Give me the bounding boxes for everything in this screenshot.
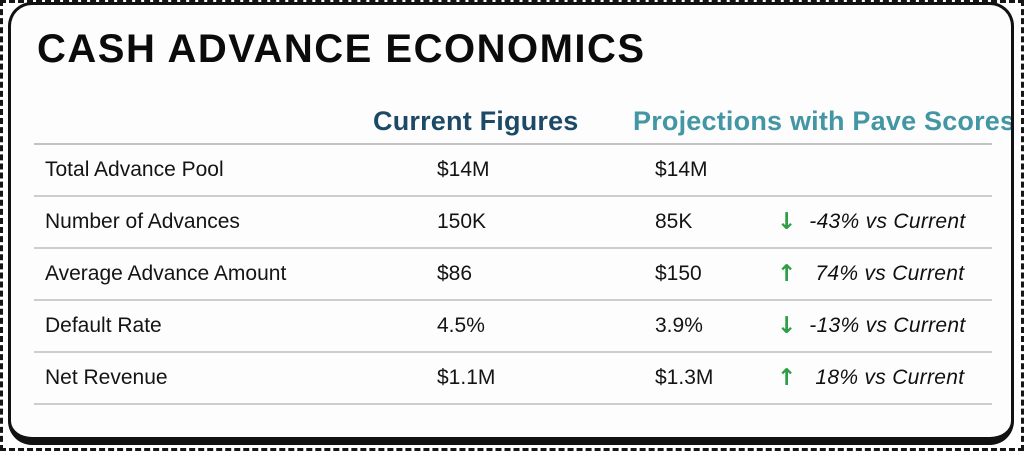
current-value: 150K — [437, 210, 487, 233]
arrow-down-icon: ↓ — [777, 312, 797, 339]
current-value: 4.5% — [437, 314, 485, 337]
column-header-projections: Projections with Pave Scores — [633, 106, 1014, 136]
table-row: Default Rate 4.5% 3.9% ↓ -13% vs Current — [34, 301, 992, 353]
table-row: Total Advance Pool $14M $14M — [34, 145, 992, 197]
table-row: Number of Advances 150K 85K ↓ -43% vs Cu… — [34, 197, 992, 249]
arrow-up-icon: ↑ — [777, 260, 797, 287]
change-text: 18% vs Current — [809, 366, 965, 389]
current-value: $1.1M — [437, 366, 496, 389]
projection-value: 3.9% — [655, 314, 703, 337]
current-value: $86 — [437, 262, 473, 285]
projection-value: $150 — [655, 262, 702, 285]
economics-table: Current Figures Projections with Pave Sc… — [34, 5, 1011, 405]
table-header-row: Current Figures Projections with Pave Sc… — [34, 5, 1011, 145]
metric-label: Average Advance Amount — [45, 262, 287, 285]
arrow-down-icon: ↓ — [777, 208, 797, 235]
metric-label: Net Revenue — [45, 366, 168, 389]
projection-value: $14M — [655, 158, 708, 181]
change-indicator: ↓ -43% vs Current — [767, 210, 992, 234]
current-value: $14M — [437, 158, 490, 181]
column-header-current-figures: Current Figures — [373, 106, 579, 136]
change-text: -13% vs Current — [809, 314, 966, 337]
projection-value: $1.3M — [655, 366, 714, 389]
change-text: -43% vs Current — [809, 210, 966, 233]
cash-advance-economics-card: CASH ADVANCE ECONOMICS Current Figures P… — [8, 2, 1014, 445]
metric-label: Total Advance Pool — [45, 158, 224, 181]
metric-label: Default Rate — [45, 314, 162, 337]
page-title: CASH ADVANCE ECONOMICS — [37, 27, 646, 71]
metric-label: Number of Advances — [45, 210, 240, 233]
change-indicator: ↑ 74% vs Current — [767, 262, 992, 286]
change-indicator: ↑ 18% vs Current — [767, 366, 992, 390]
change-indicator: ↓ -13% vs Current — [767, 314, 992, 338]
table-row: Net Revenue $1.1M $1.3M ↑ 18% vs Current — [34, 353, 992, 405]
arrow-up-icon: ↑ — [777, 364, 797, 391]
change-text: 74% vs Current — [809, 262, 965, 285]
table-row: Average Advance Amount $86 $150 ↑ 74% vs… — [34, 249, 992, 301]
projection-value: 85K — [655, 210, 693, 233]
